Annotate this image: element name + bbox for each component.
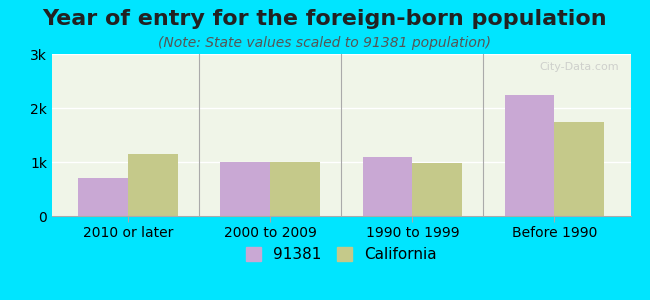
Bar [504,94,554,216]
Bar [554,122,604,216]
Text: City-Data.com: City-Data.com [540,62,619,72]
Text: (Note: State values scaled to 91381 population): (Note: State values scaled to 91381 popu… [159,36,491,50]
Bar [128,154,178,216]
Bar [270,162,320,216]
Bar [78,178,128,216]
Bar [220,162,270,216]
Text: Year of entry for the foreign-born population: Year of entry for the foreign-born popul… [43,9,607,29]
Bar [412,163,462,216]
Bar [363,157,412,216]
Legend: 91381, California: 91381, California [238,240,445,270]
